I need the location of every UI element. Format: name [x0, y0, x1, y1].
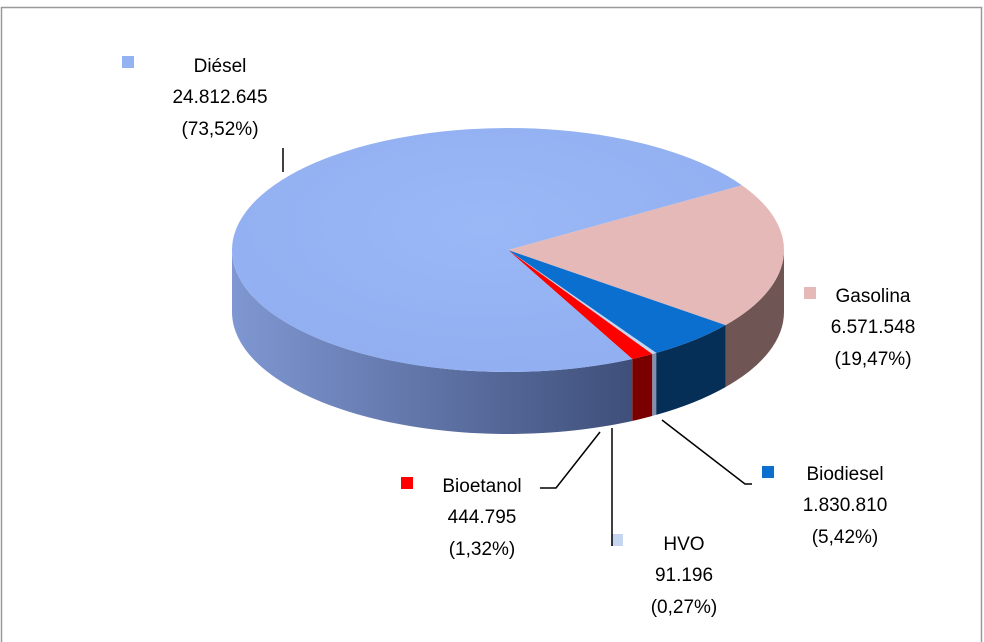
- value-label: 444.795: [448, 507, 517, 528]
- slice-side: [652, 352, 657, 417]
- slice-side: [232, 250, 633, 434]
- category-label: Gasolina: [836, 286, 911, 307]
- category-label: Diésel: [194, 56, 247, 77]
- slice: [232, 128, 742, 372]
- leader-line: [661, 419, 752, 485]
- percent-label: (0,27%): [651, 597, 718, 618]
- leader-line: [540, 431, 601, 489]
- percent-label: (73,52%): [181, 119, 258, 140]
- value-label: 1.830.810: [803, 495, 888, 516]
- slice: [508, 250, 726, 353]
- slice: [508, 250, 657, 355]
- slice: [508, 185, 784, 326]
- slice: [508, 250, 653, 359]
- slice-side: [656, 325, 726, 415]
- value-label: 24.812.645: [172, 87, 267, 108]
- value-label: 6.571.548: [831, 317, 916, 338]
- legend-swatch: [804, 287, 816, 299]
- legend-swatch: [762, 466, 774, 478]
- category-label: HVO: [663, 534, 704, 555]
- frame: [0, 6, 983, 642]
- percent-label: (1,32%): [449, 539, 516, 560]
- slice-side: [725, 250, 784, 388]
- value-label: 91.196: [655, 565, 713, 586]
- slice-side: [632, 354, 653, 421]
- legend-swatch: [122, 56, 134, 68]
- legend-swatch: [611, 534, 623, 546]
- category-label: Biodiesel: [806, 464, 883, 485]
- percent-label: (19,47%): [834, 349, 911, 370]
- category-label: Bioetanol: [442, 476, 521, 497]
- legend-swatch: [401, 477, 413, 489]
- percent-label: (5,42%): [812, 527, 879, 548]
